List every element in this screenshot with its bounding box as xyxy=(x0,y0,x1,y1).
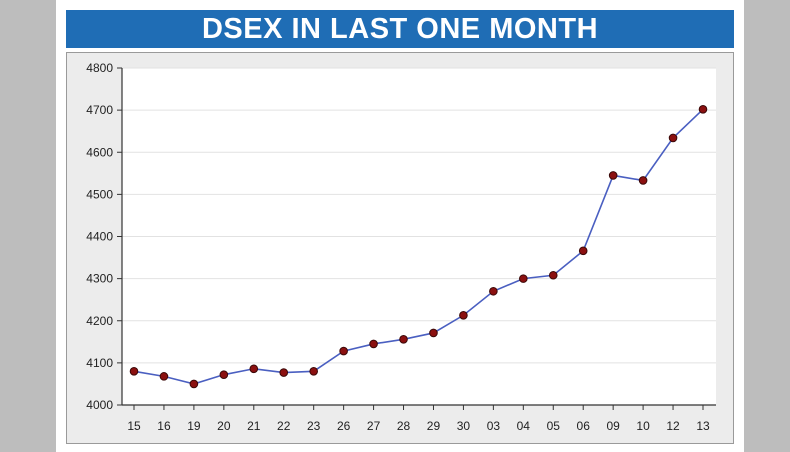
y-tick-label-4800: 4800 xyxy=(86,61,113,75)
x-tick-label-19: 19 xyxy=(187,419,201,433)
y-tick-label-4500: 4500 xyxy=(86,187,113,201)
data-point-04 xyxy=(519,274,528,283)
data-point-29 xyxy=(429,328,438,338)
x-tick-label-05: 05 xyxy=(547,419,561,433)
x-tick-label-20: 20 xyxy=(217,419,231,433)
x-tick-label-03: 03 xyxy=(487,419,501,433)
x-tick-label-15: 15 xyxy=(127,419,141,433)
x-tick-label-10: 10 xyxy=(636,419,650,433)
x-tick-label-27: 27 xyxy=(367,419,381,433)
data-point-15 xyxy=(129,367,139,376)
y-tick-label-4000: 4000 xyxy=(86,398,113,412)
data-point-09 xyxy=(608,171,618,180)
data-point-05 xyxy=(548,270,558,280)
x-tick-label-21: 21 xyxy=(247,419,261,433)
x-tick-label-16: 16 xyxy=(157,419,171,433)
data-point-20 xyxy=(219,370,229,379)
data-point-27 xyxy=(369,339,378,349)
data-point-16 xyxy=(159,372,169,381)
data-point-10 xyxy=(638,176,648,185)
data-point-19 xyxy=(189,379,199,389)
data-point-13 xyxy=(698,104,708,114)
x-tick-label-29: 29 xyxy=(427,419,441,433)
y-tick-label-4600: 4600 xyxy=(86,145,113,159)
y-tick-label-4700: 4700 xyxy=(86,103,113,117)
x-tick-label-26: 26 xyxy=(337,419,351,433)
x-tick-label-30: 30 xyxy=(457,419,471,433)
y-tick-label-4400: 4400 xyxy=(86,230,113,244)
x-tick-label-12: 12 xyxy=(666,419,680,433)
data-point-21 xyxy=(249,364,259,374)
x-tick-label-23: 23 xyxy=(307,419,321,433)
chart-title: DSEX IN LAST ONE MONTH xyxy=(66,10,734,48)
x-tick-label-28: 28 xyxy=(397,419,411,433)
data-point-30 xyxy=(459,310,468,320)
data-point-12 xyxy=(668,133,678,143)
x-tick-label-09: 09 xyxy=(606,419,620,433)
x-tick-label-13: 13 xyxy=(696,419,710,433)
x-tick-label-04: 04 xyxy=(517,419,531,433)
data-point-22 xyxy=(279,368,289,377)
data-point-03 xyxy=(489,286,498,296)
y-tick-label-4300: 4300 xyxy=(86,272,113,286)
x-tick-label-06: 06 xyxy=(577,419,591,433)
data-point-23 xyxy=(309,367,318,376)
y-tick-label-4100: 4100 xyxy=(86,356,113,370)
y-tick-label-4200: 4200 xyxy=(86,314,113,328)
data-point-26 xyxy=(339,346,348,356)
data-point-28 xyxy=(399,334,408,344)
x-tick-label-22: 22 xyxy=(277,419,291,433)
series-line-0 xyxy=(133,108,704,385)
data-point-06 xyxy=(578,246,588,256)
